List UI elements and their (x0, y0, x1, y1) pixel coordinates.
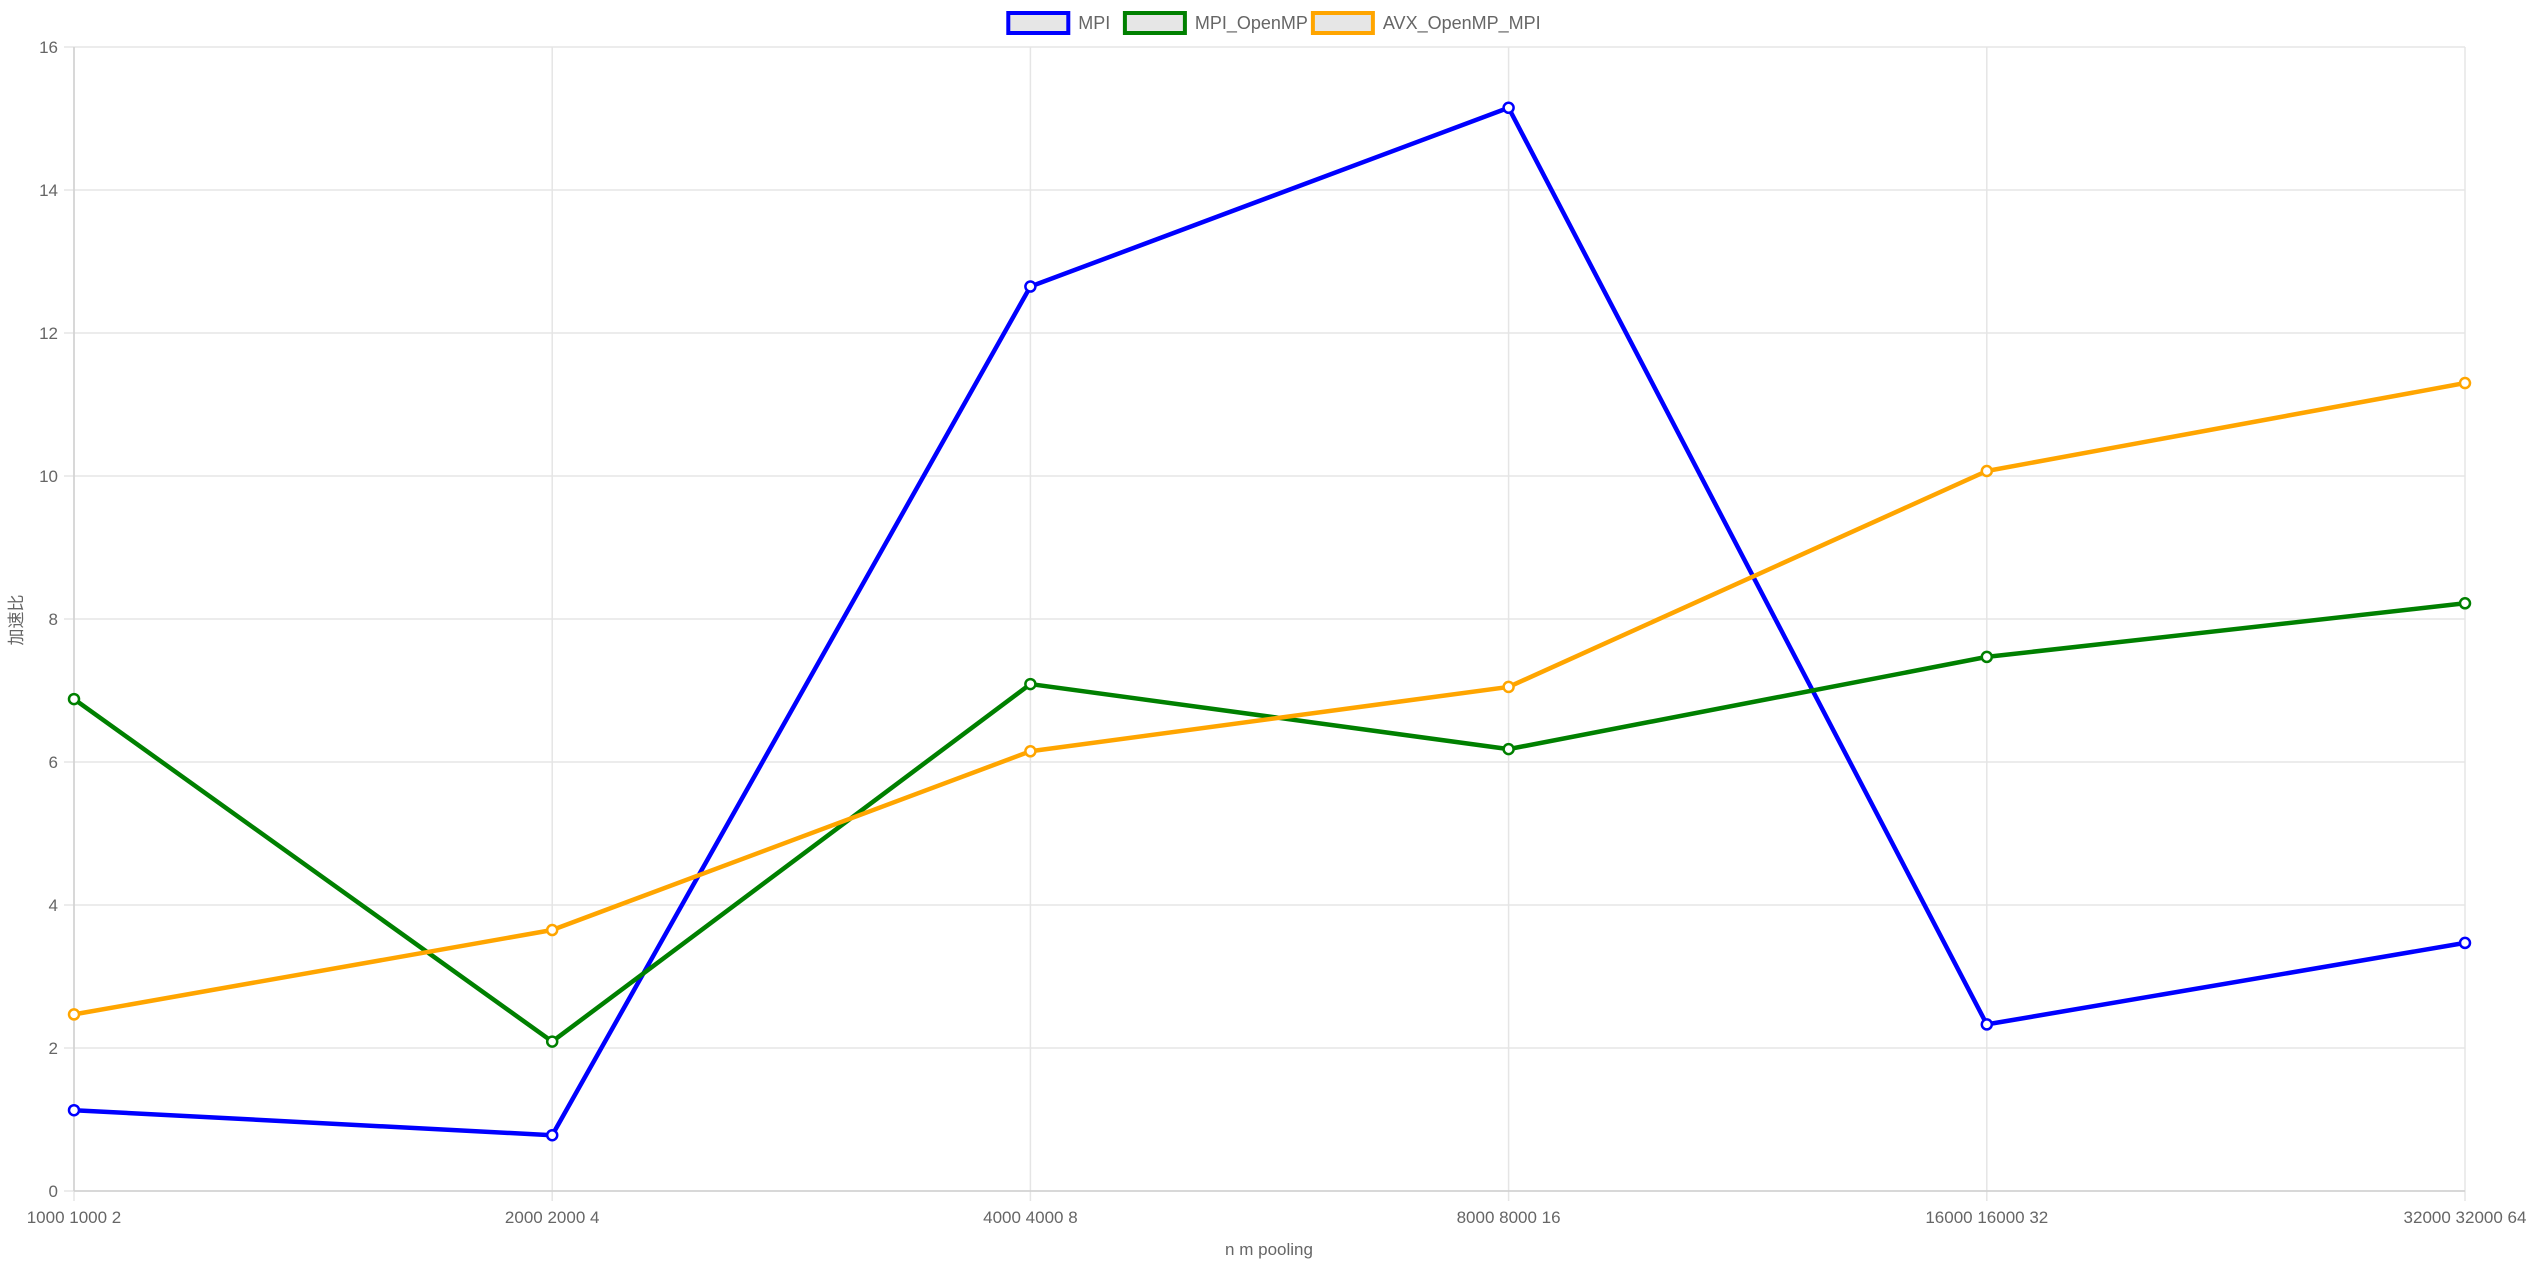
legend-item-mpi-openmp[interactable]: MPI_OpenMP (1122, 11, 1308, 35)
y-tick-label: 0 (49, 1182, 58, 1201)
x-tick-label: 1000 1000 2 (27, 1208, 122, 1227)
data-point-avx-openmp-mpi[interactable] (1502, 680, 1515, 694)
series-lines (67, 101, 2472, 1142)
legend-label: MPI (1078, 13, 1110, 33)
data-point-mpi[interactable] (1502, 101, 1515, 115)
y-axis-title: 加速比 (7, 595, 26, 646)
legend-label: MPI_OpenMP (1195, 13, 1308, 34)
data-point-mpi[interactable] (545, 1128, 559, 1142)
data-point-mpi[interactable] (1980, 1018, 1994, 1031)
y-tick-label: 2 (49, 1039, 58, 1058)
legend-swatch (1006, 11, 1071, 35)
grid (64, 46, 2466, 1201)
legend-swatch (1310, 11, 1375, 35)
y-tick-label: 4 (49, 896, 58, 915)
y-tick-label: 14 (39, 181, 58, 200)
data-point-avx-openmp-mpi[interactable] (2458, 376, 2472, 390)
y-tick-label: 6 (49, 753, 58, 772)
series-line-mpi-openmp (71, 601, 2468, 1044)
x-tick-label: 8000 8000 16 (1457, 1208, 1561, 1227)
legend-label: AVX_OpenMP_MPI (1383, 13, 1541, 34)
data-point-mpi-openmp[interactable] (2458, 597, 2472, 610)
data-point-mpi[interactable] (1024, 280, 1037, 293)
data-point-avx-openmp-mpi[interactable] (1024, 745, 1037, 758)
data-point-mpi-openmp[interactable] (1980, 650, 1994, 664)
y-tick-label: 12 (39, 324, 58, 343)
data-point-mpi-openmp[interactable] (545, 1035, 559, 1048)
legend[interactable]: MPI MPI_OpenMP AVX_OpenMP_MPI (1006, 11, 1541, 35)
y-tick-label: 10 (39, 467, 58, 486)
data-point-mpi-openmp[interactable] (1502, 742, 1515, 756)
x-axis-title: n m pooling (1225, 1240, 1313, 1259)
y-tick-label: 8 (49, 610, 58, 629)
y-tick-label: 16 (39, 38, 58, 57)
x-tick-label: 2000 2000 4 (505, 1208, 600, 1227)
data-point-avx-openmp-mpi[interactable] (545, 923, 559, 937)
data-point-mpi[interactable] (67, 1103, 81, 1117)
legend-item-avx-openmp-mpi[interactable]: AVX_OpenMP_MPI (1310, 11, 1541, 35)
series-line-mpi (71, 105, 2468, 1138)
x-tick-label: 4000 4000 8 (983, 1208, 1078, 1227)
data-point-mpi-openmp[interactable] (1024, 677, 1037, 691)
axes: 0 2 4 6 8 10 12 14 16 1000 1000 2 2000 2000 4 4000 … (27, 38, 2527, 1227)
series-avx-openmp-mpi (67, 376, 2472, 1021)
series-mpi-openmp (67, 597, 2472, 1048)
series-line-avx-openmp-mpi (71, 380, 2468, 1017)
legend-item-mpi[interactable]: MPI (1006, 11, 1110, 35)
data-point-mpi-openmp[interactable] (67, 692, 81, 706)
x-tick-label: 32000 32000 64 (2404, 1208, 2527, 1227)
legend-swatch (1122, 11, 1187, 35)
data-point-avx-openmp-mpi[interactable] (67, 1008, 81, 1021)
data-point-mpi[interactable] (2458, 936, 2472, 950)
data-point-avx-openmp-mpi[interactable] (1980, 464, 1994, 478)
series-mpi (67, 101, 2472, 1142)
x-tick-label: 16000 16000 32 (1925, 1208, 2048, 1227)
